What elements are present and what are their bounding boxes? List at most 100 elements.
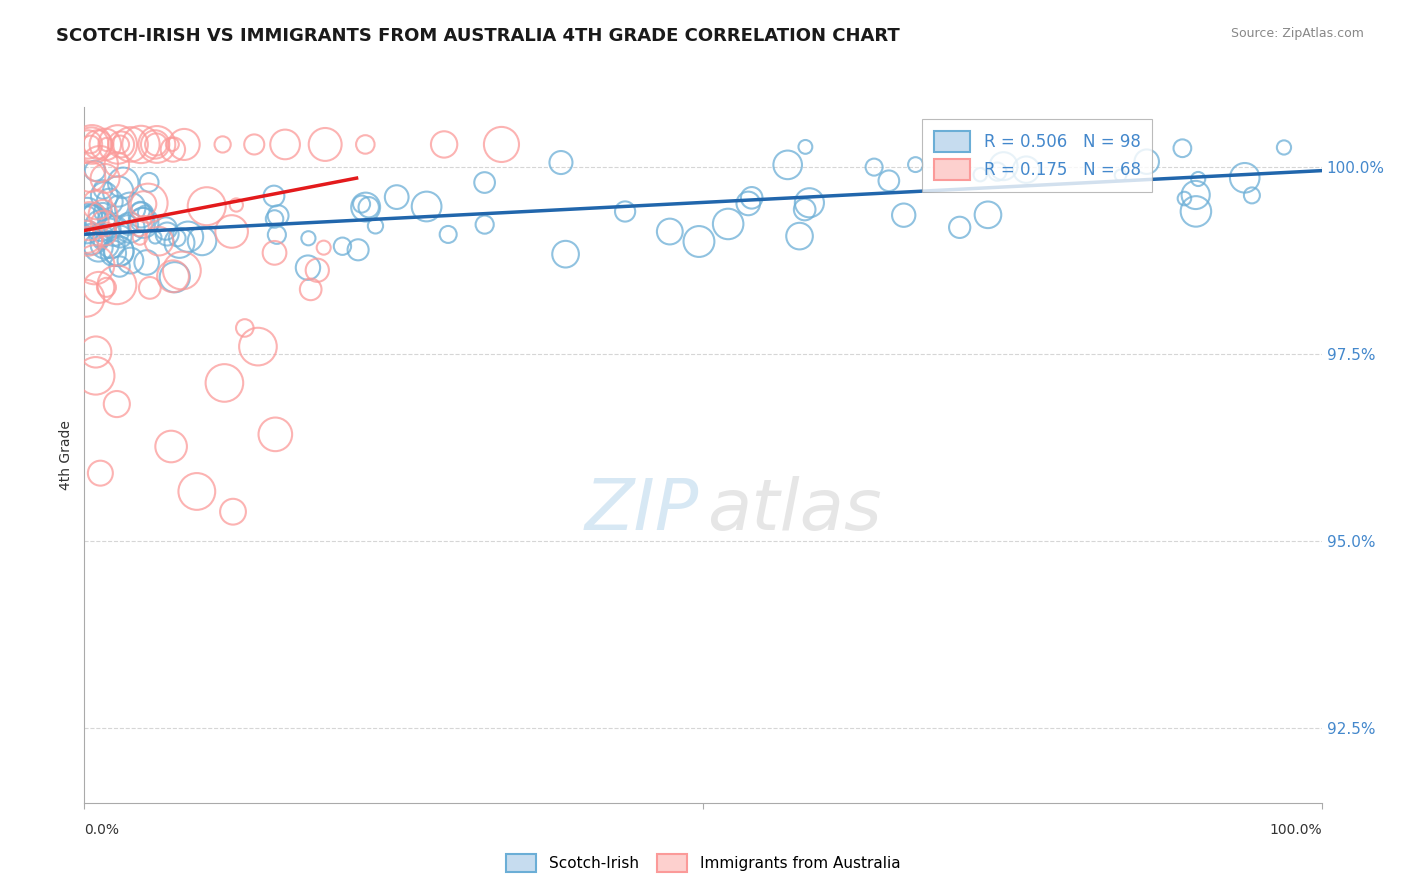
Point: [86, 197, 108, 211]
Point: [332, 239, 354, 253]
Point: [415, 200, 437, 214]
Point: [274, 137, 297, 152]
Point: [136, 196, 159, 211]
Point: [162, 137, 184, 152]
Point: [225, 198, 247, 212]
Point: [100, 237, 122, 252]
Point: [717, 217, 740, 231]
Point: [969, 168, 991, 182]
Legend: R = 0.506   N = 98, R = 0.175   N = 68: R = 0.506 N = 98, R = 0.175 N = 68: [922, 119, 1153, 192]
Point: [314, 137, 336, 152]
Point: [87, 240, 110, 254]
Point: [312, 241, 335, 255]
Point: [688, 235, 710, 249]
Text: SCOTCH-IRISH VS IMMIGRANTS FROM AUSTRALIA 4TH GRADE CORRELATION CHART: SCOTCH-IRISH VS IMMIGRANTS FROM AUSTRALI…: [56, 27, 900, 45]
Point: [173, 137, 195, 152]
Point: [297, 260, 319, 275]
Point: [246, 340, 269, 354]
Point: [118, 220, 141, 235]
Point: [266, 227, 288, 242]
Point: [107, 244, 129, 258]
Point: [139, 281, 162, 295]
Point: [84, 163, 107, 178]
Point: [474, 218, 496, 232]
Point: [84, 368, 107, 383]
Point: [614, 204, 637, 219]
Point: [166, 231, 188, 245]
Point: [80, 137, 103, 152]
Point: [550, 155, 572, 169]
Point: [94, 137, 117, 152]
Legend: Scotch-Irish, Immigrants from Australia: Scotch-Irish, Immigrants from Australia: [498, 846, 908, 880]
Point: [143, 137, 166, 152]
Point: [162, 143, 184, 157]
Point: [89, 466, 111, 480]
Point: [108, 137, 131, 152]
Point: [138, 175, 160, 189]
Point: [91, 182, 114, 196]
Point: [233, 321, 256, 335]
Point: [105, 277, 128, 292]
Point: [1109, 169, 1132, 183]
Point: [737, 196, 759, 211]
Point: [357, 200, 380, 214]
Point: [297, 231, 319, 245]
Point: [949, 220, 972, 235]
Point: [1233, 170, 1256, 185]
Point: [211, 137, 233, 152]
Point: [1015, 162, 1038, 177]
Point: [82, 232, 104, 246]
Point: [77, 137, 100, 152]
Point: [264, 427, 287, 442]
Point: [263, 245, 285, 260]
Point: [993, 159, 1015, 173]
Point: [364, 219, 387, 233]
Text: Source: ZipAtlas.com: Source: ZipAtlas.com: [1230, 27, 1364, 40]
Point: [1173, 192, 1195, 206]
Point: [794, 140, 817, 154]
Point: [986, 164, 1008, 178]
Point: [741, 191, 763, 205]
Point: [80, 137, 103, 152]
Point: [143, 230, 166, 244]
Point: [1136, 154, 1159, 169]
Point: [437, 227, 460, 242]
Point: [658, 225, 681, 239]
Point: [89, 157, 111, 171]
Point: [79, 169, 101, 184]
Point: [155, 221, 177, 235]
Point: [76, 212, 98, 227]
Point: [94, 171, 117, 186]
Point: [128, 220, 150, 235]
Text: atlas: atlas: [707, 476, 882, 545]
Point: [299, 282, 322, 296]
Point: [145, 137, 167, 152]
Text: 0.0%: 0.0%: [84, 823, 120, 837]
Text: ZIP: ZIP: [585, 476, 699, 545]
Point: [87, 137, 110, 152]
Point: [1272, 140, 1295, 154]
Point: [789, 229, 811, 244]
Point: [1171, 141, 1194, 155]
Point: [186, 484, 208, 499]
Point: [170, 263, 193, 277]
Point: [214, 376, 236, 390]
Point: [107, 199, 129, 213]
Point: [162, 269, 184, 284]
Point: [83, 258, 105, 272]
Point: [103, 246, 125, 260]
Point: [98, 194, 121, 209]
Point: [263, 189, 285, 203]
Point: [132, 216, 155, 230]
Point: [243, 137, 266, 152]
Point: [134, 205, 156, 219]
Point: [146, 137, 169, 152]
Point: [177, 229, 200, 244]
Point: [110, 229, 132, 244]
Point: [84, 345, 107, 359]
Point: [94, 227, 117, 241]
Point: [93, 217, 115, 231]
Point: [76, 225, 98, 239]
Point: [776, 158, 799, 172]
Point: [385, 190, 408, 204]
